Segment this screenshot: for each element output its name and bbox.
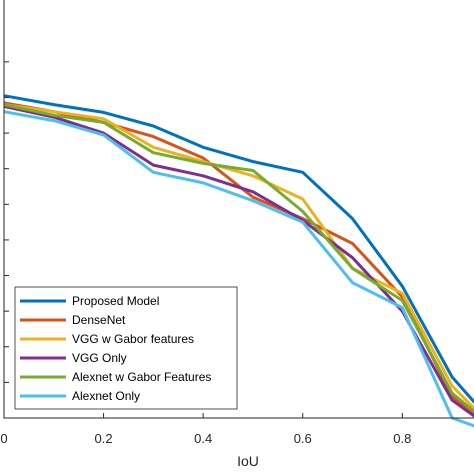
y-ticks — [4, 61, 9, 419]
series-line-0 — [3, 94, 474, 405]
legend-label: VGG Only — [72, 351, 127, 365]
x-axis-label: IoU — [237, 453, 259, 469]
x-ticks — [3, 413, 403, 418]
legend: Proposed Model DenseNet VGG w Gabor featur… — [14, 286, 238, 410]
legend-entries: Proposed Model DenseNet VGG w Gabor featur… — [20, 294, 211, 403]
x-tick-label: 0.6 — [294, 431, 312, 446]
legend-label: VGG w Gabor features — [72, 332, 194, 346]
series-line-2 — [3, 103, 474, 411]
legend-label: Alexnet w Gabor Features — [72, 370, 211, 384]
series-line-5 — [3, 110, 474, 428]
x-tick-label: 0.4 — [194, 431, 212, 446]
plot-lines — [3, 94, 474, 428]
x-tick-label: 0.2 — [95, 431, 113, 446]
axes-frame — [3, 0, 474, 419]
x-tick-label: 0.8 — [393, 431, 411, 446]
x-tick-label: 0 — [0, 431, 7, 446]
legend-label: Alexnet Only — [72, 389, 140, 403]
x-tick-labels: 0 0.2 0.4 0.6 0.8 — [0, 431, 411, 446]
legend-label: Proposed Model — [72, 294, 159, 308]
series-line-4 — [3, 103, 474, 414]
legend-label: DenseNet — [72, 313, 126, 327]
legend-box — [14, 286, 238, 410]
